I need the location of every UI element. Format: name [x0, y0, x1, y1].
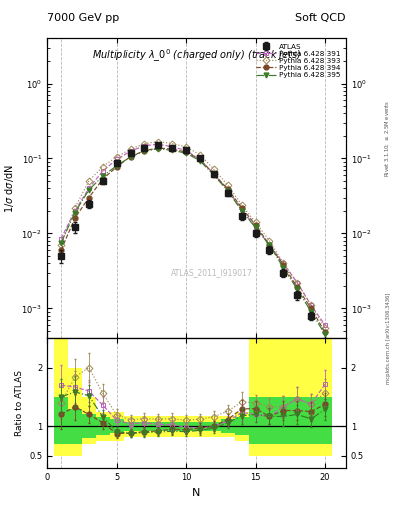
Y-axis label: Ratio to ATLAS: Ratio to ATLAS [15, 370, 24, 436]
Pythia 6.428 395 [170, 147, 174, 154]
Pythia 6.428 394 [142, 147, 147, 154]
Pythia 6.428 395 [253, 224, 258, 230]
Text: 7000 GeV pp: 7000 GeV pp [47, 13, 119, 23]
Pythia 6.428 391 [295, 280, 299, 286]
Pythia 6.428 393 [239, 202, 244, 208]
Pythia 6.428 395 [226, 188, 230, 194]
Line: Pythia 6.428 393: Pythia 6.428 393 [59, 139, 327, 330]
Pythia 6.428 391 [198, 156, 202, 162]
Pythia 6.428 395 [142, 148, 147, 154]
Pythia 6.428 394 [170, 146, 174, 152]
Pythia 6.428 394 [281, 262, 286, 268]
Pythia 6.428 391 [170, 144, 174, 150]
Text: Multiplicity $\lambda\_0^0$ (charged only) (track jets): Multiplicity $\lambda\_0^0$ (charged onl… [92, 48, 301, 64]
Line: Pythia 6.428 391: Pythia 6.428 391 [59, 142, 327, 327]
Pythia 6.428 394 [253, 222, 258, 228]
X-axis label: N: N [192, 488, 201, 498]
Pythia 6.428 393 [295, 280, 299, 286]
Pythia 6.428 395 [267, 242, 272, 248]
Pythia 6.428 395 [295, 286, 299, 292]
Pythia 6.428 394 [211, 171, 216, 177]
Pythia 6.428 391 [142, 143, 147, 149]
Pythia 6.428 391 [226, 187, 230, 193]
Pythia 6.428 395 [128, 154, 133, 160]
Pythia 6.428 391 [86, 185, 91, 191]
Pythia 6.428 393 [73, 205, 77, 211]
Pythia 6.428 393 [198, 152, 202, 158]
Pythia 6.428 393 [281, 260, 286, 266]
Text: Soft QCD: Soft QCD [296, 13, 346, 23]
Pythia 6.428 391 [100, 168, 105, 174]
Pythia 6.428 395 [309, 309, 314, 315]
Pythia 6.428 393 [59, 242, 63, 248]
Pythia 6.428 393 [86, 178, 91, 184]
Pythia 6.428 391 [309, 302, 314, 308]
Pythia 6.428 393 [114, 154, 119, 160]
Pythia 6.428 393 [226, 182, 230, 188]
Pythia 6.428 395 [184, 150, 188, 156]
Text: Rivet 3.1.10; $\geq$ 2.5M events: Rivet 3.1.10; $\geq$ 2.5M events [384, 99, 391, 177]
Pythia 6.428 395 [323, 331, 327, 337]
Pythia 6.428 395 [211, 172, 216, 178]
Pythia 6.428 391 [239, 206, 244, 212]
Pythia 6.428 395 [114, 163, 119, 169]
Pythia 6.428 391 [156, 141, 161, 147]
Pythia 6.428 395 [198, 158, 202, 164]
Pythia 6.428 391 [73, 208, 77, 214]
Pythia 6.428 394 [295, 284, 299, 290]
Line: Pythia 6.428 395: Pythia 6.428 395 [59, 146, 327, 337]
Pythia 6.428 394 [226, 186, 230, 192]
Pythia 6.428 395 [281, 265, 286, 271]
Pythia 6.428 393 [156, 139, 161, 145]
Pythia 6.428 393 [253, 219, 258, 225]
Pythia 6.428 394 [184, 149, 188, 155]
Pythia 6.428 393 [128, 146, 133, 152]
Pythia 6.428 395 [73, 209, 77, 216]
Pythia 6.428 395 [59, 240, 63, 246]
Pythia 6.428 394 [309, 305, 314, 311]
Pythia 6.428 393 [267, 238, 272, 244]
Pythia 6.428 395 [239, 208, 244, 214]
Pythia 6.428 394 [323, 329, 327, 335]
Pythia 6.428 391 [281, 260, 286, 266]
Pythia 6.428 394 [198, 156, 202, 162]
Pythia 6.428 394 [73, 215, 77, 221]
Pythia 6.428 394 [239, 205, 244, 211]
Pythia 6.428 394 [128, 154, 133, 160]
Pythia 6.428 391 [323, 322, 327, 328]
Pythia 6.428 393 [170, 140, 174, 146]
Pythia 6.428 395 [100, 173, 105, 179]
Text: ATLAS_2011_I919017: ATLAS_2011_I919017 [171, 268, 252, 276]
Pythia 6.428 391 [114, 156, 119, 162]
Pythia 6.428 393 [142, 140, 147, 146]
Pythia 6.428 393 [211, 166, 216, 172]
Pythia 6.428 395 [156, 145, 161, 152]
Pythia 6.428 395 [86, 187, 91, 193]
Pythia 6.428 394 [156, 145, 161, 151]
Legend: ATLAS, Pythia 6.428 391, Pythia 6.428 393, Pythia 6.428 394, Pythia 6.428 395: ATLAS, Pythia 6.428 391, Pythia 6.428 39… [255, 42, 342, 79]
Y-axis label: 1/$\sigma$ d$\sigma$/dN: 1/$\sigma$ d$\sigma$/dN [3, 164, 16, 213]
Text: mcplots.cern.ch [arXiv:1306.3436]: mcplots.cern.ch [arXiv:1306.3436] [386, 292, 391, 383]
Pythia 6.428 393 [323, 325, 327, 331]
Pythia 6.428 394 [59, 247, 63, 253]
Pythia 6.428 394 [100, 176, 105, 182]
Pythia 6.428 393 [184, 144, 188, 150]
Pythia 6.428 391 [267, 242, 272, 248]
Pythia 6.428 393 [309, 302, 314, 308]
Pythia 6.428 394 [86, 195, 91, 201]
Line: Pythia 6.428 394: Pythia 6.428 394 [59, 145, 327, 335]
Pythia 6.428 391 [253, 224, 258, 230]
Pythia 6.428 394 [267, 242, 272, 248]
Pythia 6.428 391 [211, 171, 216, 177]
Pythia 6.428 393 [100, 163, 105, 169]
Pythia 6.428 391 [128, 148, 133, 154]
Pythia 6.428 391 [59, 236, 63, 242]
Pythia 6.428 391 [184, 147, 188, 154]
Pythia 6.428 394 [114, 164, 119, 170]
